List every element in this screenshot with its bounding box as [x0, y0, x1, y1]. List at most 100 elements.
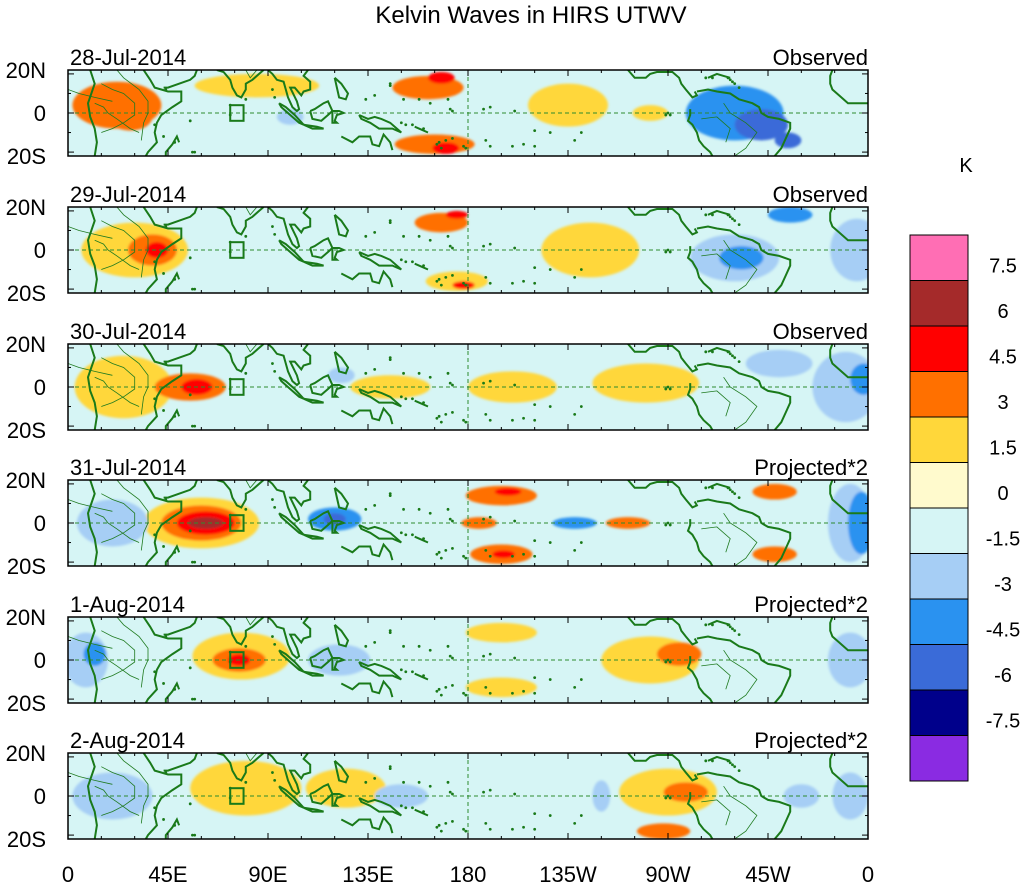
island [464, 420, 468, 424]
lat-label: 20S [7, 281, 46, 306]
island [484, 275, 488, 279]
island [579, 268, 583, 271]
island [533, 403, 537, 406]
coastline [163, 344, 198, 363]
island [533, 827, 537, 831]
island [271, 635, 274, 638]
colorbar-label: -4.5 [986, 620, 1020, 642]
coastline [278, 239, 305, 263]
island [153, 533, 157, 537]
island [444, 821, 448, 825]
island [451, 137, 454, 140]
panel-type-label: Projected*2 [754, 728, 868, 753]
island [731, 80, 734, 84]
island [444, 412, 448, 416]
island [579, 131, 583, 134]
colorbar-label: -6 [994, 665, 1012, 687]
island [164, 771, 168, 774]
country-border [723, 649, 758, 703]
coastline [696, 771, 792, 839]
island [173, 414, 177, 418]
coastline [829, 70, 868, 105]
anomaly-blob [305, 768, 386, 808]
coastline [164, 408, 181, 430]
coastline [707, 209, 731, 216]
island [244, 97, 248, 101]
country-border [723, 512, 758, 566]
coastline [267, 344, 312, 387]
island [417, 507, 421, 511]
island [193, 150, 197, 154]
island [388, 494, 392, 498]
coastline [303, 670, 324, 677]
coastline [331, 793, 347, 807]
island [533, 691, 537, 695]
island [711, 759, 714, 763]
map-panel-1: 28-Jul-2014 Observed 20N 0 20S [6, 45, 869, 169]
coastline [86, 480, 98, 566]
coastline [829, 753, 868, 788]
island [417, 371, 421, 375]
island [726, 486, 730, 490]
country-border [701, 663, 731, 690]
island [733, 492, 737, 496]
island [244, 507, 248, 511]
island [533, 266, 537, 269]
country-border [701, 116, 731, 143]
island [188, 256, 192, 260]
coastline [142, 480, 183, 566]
anomaly-blob [428, 71, 455, 84]
island [593, 433, 596, 436]
island [417, 234, 421, 238]
country-border [68, 363, 113, 376]
island [573, 412, 577, 416]
island [173, 550, 177, 554]
anomaly-blob [663, 782, 708, 802]
lon-label: 45E [148, 862, 187, 887]
island [488, 691, 492, 695]
island [164, 498, 168, 501]
coastline [707, 72, 731, 79]
island [271, 498, 274, 501]
anomaly-blob [783, 784, 820, 808]
island [411, 260, 414, 264]
island [244, 780, 248, 784]
figure-title: Kelvin Waves in HIRS UTWV [375, 2, 686, 29]
reference-box [229, 378, 245, 396]
island [153, 670, 157, 674]
island [462, 418, 465, 422]
coastline [216, 70, 265, 99]
island [164, 225, 168, 228]
island [513, 383, 517, 387]
island [193, 697, 197, 701]
island [733, 82, 737, 86]
island [437, 823, 441, 827]
island [435, 825, 439, 829]
island [593, 569, 596, 572]
country-border [723, 102, 758, 156]
island [153, 123, 157, 127]
island [522, 416, 525, 420]
island [193, 287, 197, 291]
coastline [278, 376, 305, 400]
island [435, 689, 439, 693]
colorbar-swatch [909, 416, 969, 463]
island [428, 511, 432, 515]
island [666, 794, 670, 798]
coastline [627, 344, 699, 373]
coastline [414, 125, 429, 134]
island [726, 350, 730, 354]
coastline [358, 114, 402, 134]
island [273, 232, 277, 236]
map-panel-5: 1-Aug-2014 Projected*2 20N 0 20S [6, 592, 869, 716]
island [446, 507, 450, 511]
island [533, 812, 537, 815]
island [422, 401, 425, 405]
island [173, 140, 177, 144]
island [388, 631, 392, 635]
coastline [829, 617, 868, 652]
map-field [68, 70, 868, 156]
island [488, 827, 492, 831]
island [364, 234, 368, 238]
